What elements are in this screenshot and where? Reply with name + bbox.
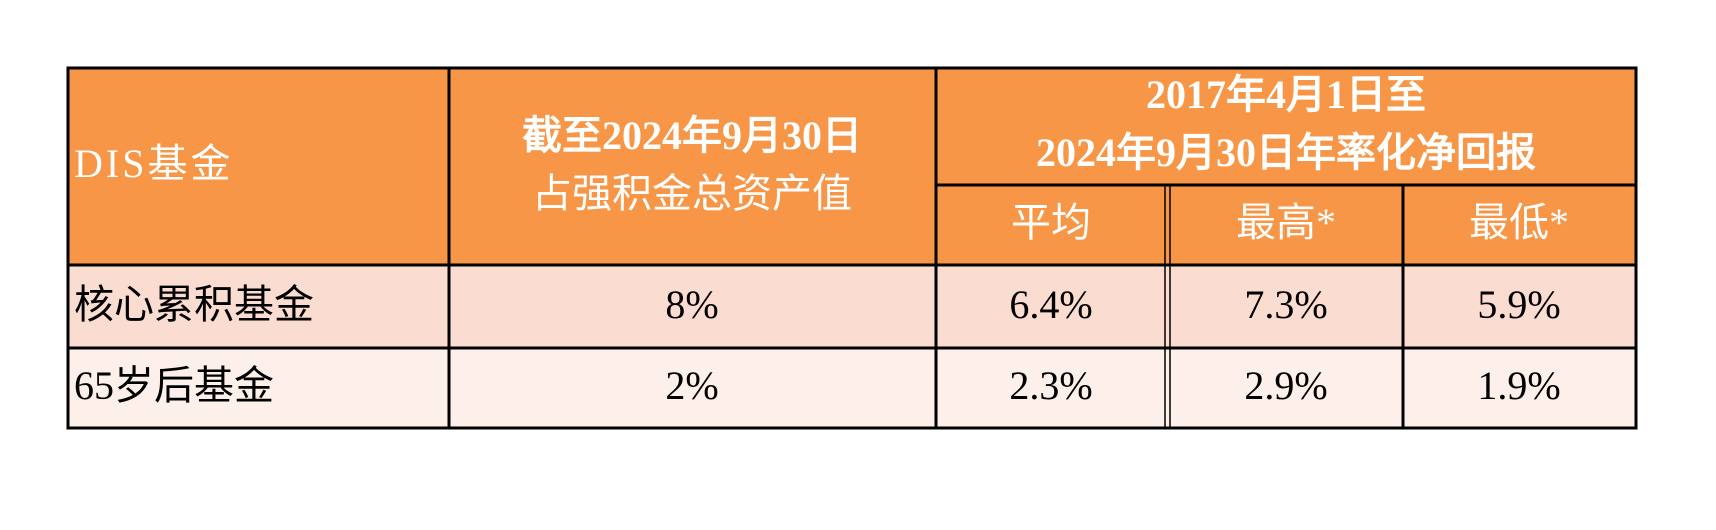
row-label: 核心累积基金 bbox=[74, 282, 314, 327]
header-returns: 2017年4月1日至 bbox=[1146, 72, 1426, 117]
header-share: 截至2024年9月30日 bbox=[522, 113, 862, 158]
header-fund: DIS基金 bbox=[74, 141, 233, 186]
grid bbox=[66, 66, 1638, 430]
header-sub: 最低* bbox=[1469, 200, 1569, 245]
row-bg bbox=[68, 348, 1636, 428]
header-share: 占强积金总资产值 bbox=[532, 171, 852, 216]
cell-value: 2.3% bbox=[1009, 363, 1092, 408]
cell-value: 7.3% bbox=[1244, 282, 1327, 327]
row-bg bbox=[68, 265, 1636, 348]
cell-value: 8% bbox=[665, 282, 718, 327]
table-body: 核心累积基金 8% 6.4% 7.3% 5.9% 65岁后基金 2% 2.3% 2.9% 1.9% bbox=[74, 282, 1561, 408]
cell-value: 1.9% bbox=[1477, 363, 1560, 408]
header-sub: 平均 bbox=[1011, 200, 1091, 245]
cell-value: 6.4% bbox=[1009, 282, 1092, 327]
header-bg bbox=[68, 68, 1636, 265]
header-sub: 最高* bbox=[1236, 200, 1336, 245]
header-returns: 2024年9月30日年率化净回报 bbox=[1036, 130, 1536, 175]
cell-value: 5.9% bbox=[1477, 282, 1560, 327]
cell-value: 2.9% bbox=[1244, 363, 1327, 408]
cell-value: 2% bbox=[665, 363, 718, 408]
row-label: 65岁后基金 bbox=[74, 363, 274, 408]
